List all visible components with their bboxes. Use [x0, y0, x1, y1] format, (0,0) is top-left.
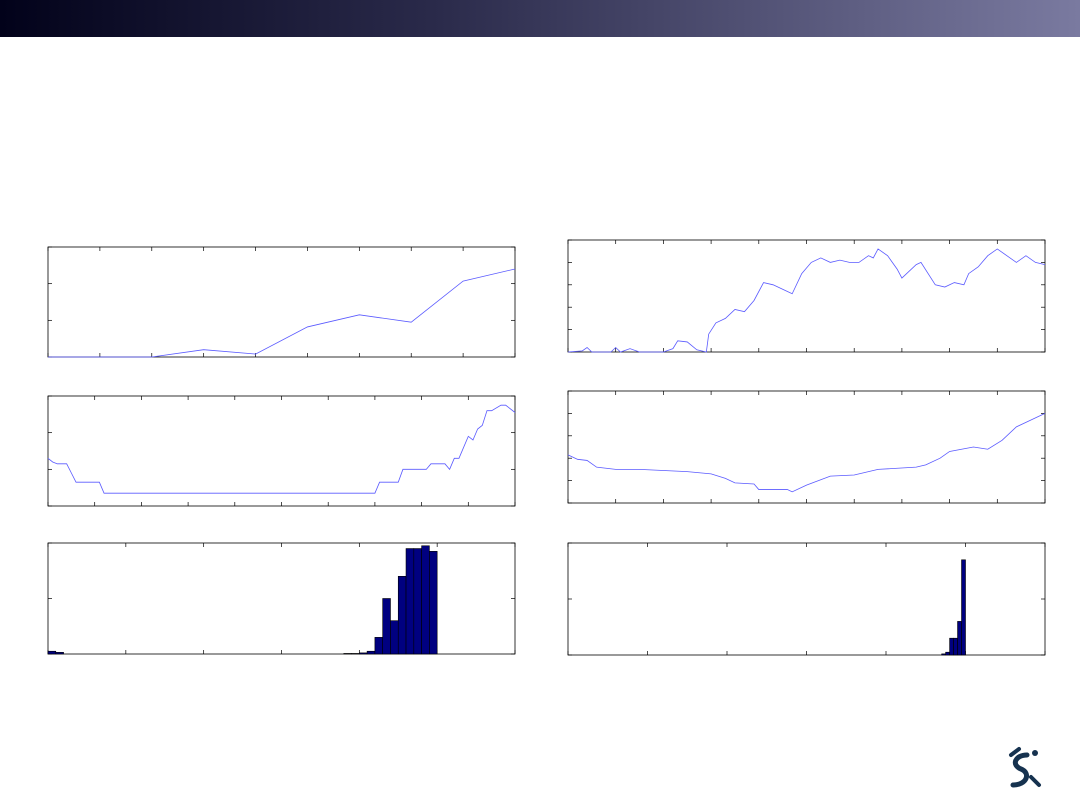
histogram-bar	[941, 653, 946, 656]
histogram-bar	[351, 653, 360, 655]
plot-frame	[47, 395, 516, 507]
histogram-bar	[374, 637, 383, 655]
header-bar	[0, 0, 1080, 37]
histogram-bar	[405, 548, 415, 655]
data-line	[567, 413, 1046, 493]
histogram-bar	[390, 620, 399, 655]
data-line	[47, 404, 516, 494]
data-line	[48, 268, 516, 358]
histogram-bar	[397, 575, 407, 655]
histogram-bar	[359, 652, 368, 655]
histogram-bar	[343, 653, 352, 655]
histogram-bar	[47, 650, 57, 655]
plot-frame	[567, 390, 1046, 504]
plot-frame	[567, 239, 1046, 353]
plot-frame	[567, 542, 1046, 656]
plot-frame	[47, 542, 516, 655]
histogram-bar	[953, 637, 958, 656]
histogram-bar	[957, 621, 962, 656]
logo	[1009, 747, 1041, 788]
data-line	[567, 248, 1046, 353]
histogram-bar	[949, 637, 954, 656]
histogram-bar	[421, 545, 430, 655]
histogram-bar	[961, 559, 966, 656]
histogram-bar	[382, 598, 391, 655]
histogram-bar	[55, 652, 64, 655]
histogram-bar	[366, 650, 376, 655]
histogram-bar	[413, 548, 422, 655]
histogram-bar	[429, 551, 438, 655]
histogram-bar	[945, 651, 950, 656]
